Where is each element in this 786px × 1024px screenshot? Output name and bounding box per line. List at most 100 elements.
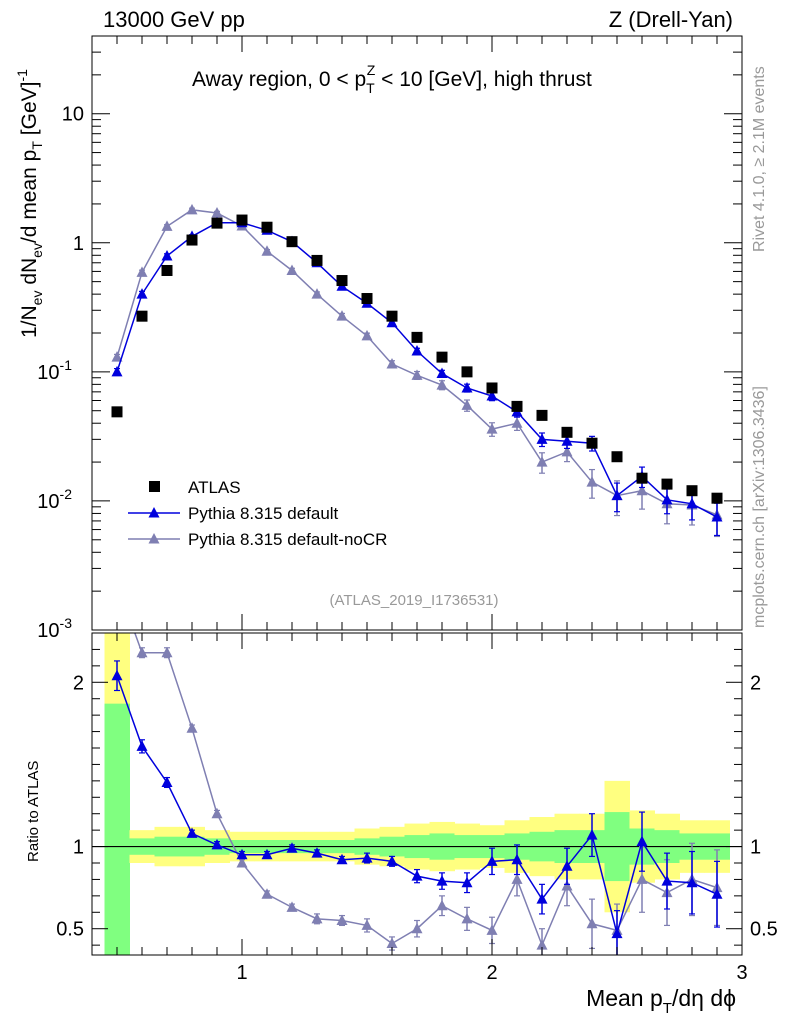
y-tick-label-exp: -1 [60,357,73,373]
atlas-point [536,409,548,421]
atlas-point [561,426,573,438]
atlas-point [261,221,273,233]
nocr-line [116,209,718,516]
nocr-ratio-point [511,873,523,884]
analysis-tag: (ATLAS_2019_I1736531) [329,592,498,609]
default-point [536,433,548,444]
y-tick-label: 10-1 [37,357,72,384]
nocr-ratio-point [586,917,598,929]
y-tick-label-exp: -3 [60,615,73,631]
atlas-series [111,214,723,504]
atlas-point [711,492,723,504]
default-ratio-point [561,860,573,871]
nocr-ratio-point [636,873,648,884]
default-ratio-point [436,875,448,886]
nocr-point [586,476,598,487]
nocr-ratio-point [136,646,148,658]
default-ratio-point [186,827,198,838]
nocr-ratio-point [386,937,398,948]
y-tick-label: 1 [73,233,84,255]
ratio-ylabel: Ratio to ATLAS [25,761,42,862]
default-point [561,435,573,446]
atlas-point [411,331,423,343]
default-ratio-point [236,848,248,860]
default-ratio-point [336,853,348,865]
default-point [486,390,498,401]
default-point [661,493,673,505]
default-point [711,511,723,522]
atlas-point [311,254,323,266]
header-left: 13000 GeV pp [103,7,245,32]
atlas-point [361,293,373,305]
nocr-point [211,207,223,218]
ratio-y-tick-label: 2 [73,672,84,694]
nocr-point [486,423,498,434]
nocr-ratio-point [186,722,198,733]
nocr-point [311,288,323,299]
default-ratio-point [511,853,523,865]
atlas-point [336,275,348,287]
default-ratio-point [311,847,323,858]
nocr-ratio-point [261,888,273,899]
legend-marker [148,507,160,518]
legend-label: Pythia 8.315 default-noCR [188,530,387,549]
atlas-point [136,310,148,322]
nocr-ratio-point [561,880,573,891]
default-ratio-point [636,835,648,847]
legend-marker-atlas [149,481,160,492]
ratio-y-tick-label-right: 1 [750,837,761,859]
nocr-ratio-point [486,924,498,935]
y-tick-label: 10-3 [37,615,72,642]
ratio-y-tick-label: 1 [73,837,84,859]
default-ratio-point [411,870,423,881]
default-ratio-point [461,876,473,888]
atlas-point [511,400,523,412]
x-axis-label: Mean pT/dη dϕ [586,985,736,1017]
default-point [386,316,398,328]
default-ratio-point [586,829,598,840]
y-tick-label-base: 10 [62,104,84,126]
ratio-y-tick-label-right: 0.5 [750,919,778,941]
legend-label: Pythia 8.315 default [188,504,339,523]
atlas-point [161,264,173,276]
atlas-point [636,472,648,484]
default-ratio-point [661,875,673,886]
default-ratio-point [386,855,398,866]
nocr-ratio-point [411,922,423,934]
default-point [686,497,698,509]
main-frame [91,35,743,631]
y-tick-label-base: 1 [73,233,84,255]
nocr-ratio-point [336,914,348,925]
nocr-point [436,379,448,390]
nocr-point [636,484,648,496]
nocr-point [561,445,573,457]
ratio-panel: 2 2 1 1 0.5 0.5 1 2 3 Ratio to ATLAS Mean pT/dη … [25,632,778,1017]
atlas-point [111,406,123,418]
default-ratio-point [136,740,148,751]
atlas-point [236,214,248,226]
default-ratio-point [711,888,723,899]
nocr-ratio-point [461,912,473,924]
atlas-point [461,366,473,378]
nocr-point [336,310,348,321]
nocr-point [411,369,423,380]
default-ratio-series [111,660,723,955]
mcplots-label: mcplots.cern.ch [arXiv:1306.3436] [751,386,768,628]
legend-item: Pythia 8.315 default-noCR [128,530,387,549]
nocr-point [386,358,398,369]
ratio-y-tick-label: 0.5 [56,919,84,941]
ratio-y-tick-label-right: 2 [750,672,761,694]
nocr-point [261,245,273,256]
nocr-ratio-point [536,939,548,950]
uncertainty-band-inner [104,703,130,955]
atlas-point [611,451,623,463]
main-title: Away region, 0 < pTZ < 10 [GeV], high th… [192,62,592,96]
main-title-part1: Away region, 0 < p [192,68,366,91]
y-tick-label-base: 10 [37,620,59,642]
y-tick-label-base: 10 [37,491,59,513]
nocr-point [136,266,148,277]
default-ratio-point [611,927,623,939]
nocr-ratio-point [311,912,323,924]
header-right: Z (Drell-Yan) [609,7,733,32]
default-ratio-point [261,848,273,860]
